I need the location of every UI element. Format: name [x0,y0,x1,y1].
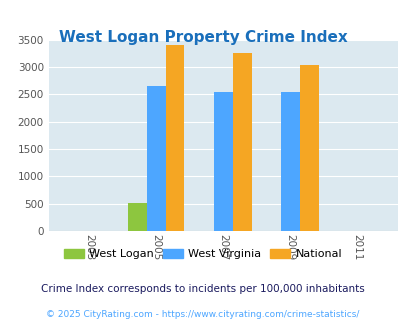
Legend: West Logan, West Virginia, National: West Logan, West Virginia, National [59,244,346,263]
Bar [128,203,146,231]
Bar [299,65,318,231]
Bar [280,92,299,231]
Text: Crime Index corresponds to incidents per 100,000 inhabitants: Crime Index corresponds to incidents per… [41,284,364,294]
Bar [165,45,184,231]
Text: © 2025 CityRating.com - https://www.cityrating.com/crime-statistics/: © 2025 CityRating.com - https://www.city… [46,310,359,319]
Bar [213,92,232,231]
Bar [146,86,165,231]
Text: West Logan Property Crime Index: West Logan Property Crime Index [58,30,347,45]
Bar [232,53,251,231]
